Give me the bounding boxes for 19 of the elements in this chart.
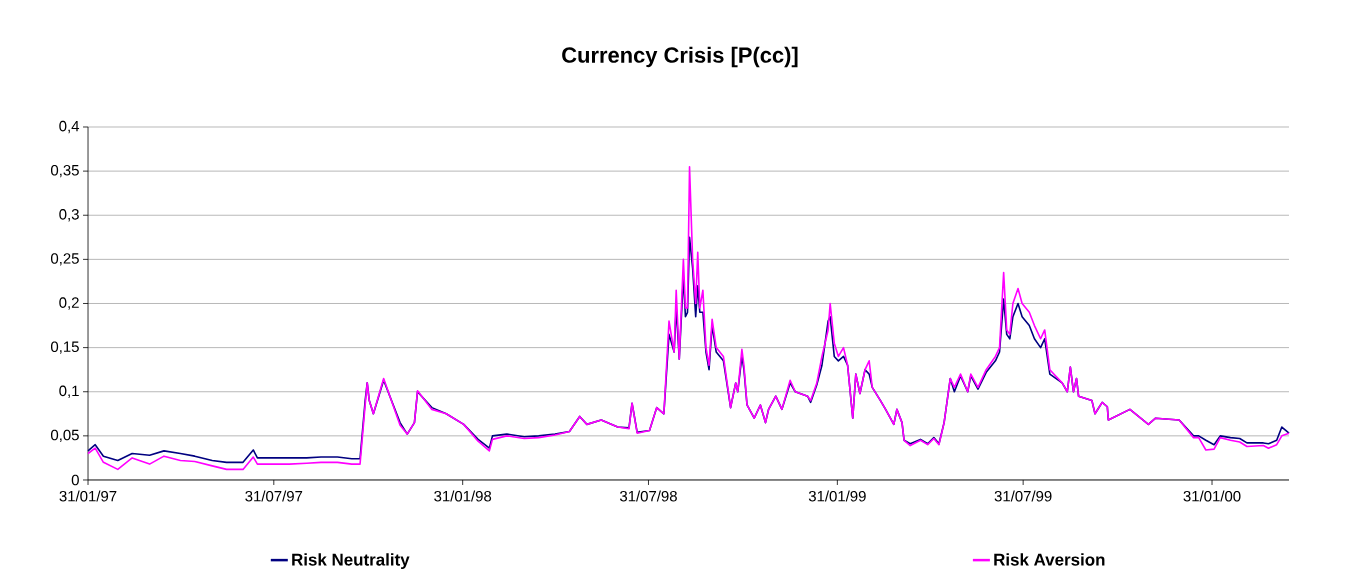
x-tick-label: 31/01/97 xyxy=(59,490,117,502)
x-tick-label: 31/07/98 xyxy=(619,490,677,502)
x-tick-label: 31/01/99 xyxy=(808,490,866,502)
legend-label: Risk Neutrality xyxy=(292,553,410,570)
y-tick-label: 0,1 xyxy=(59,385,79,398)
y-tick-label: 0,05 xyxy=(50,429,79,443)
y-tick-label: 0,35 xyxy=(50,164,79,178)
y-tick-label: 0,2 xyxy=(59,297,79,310)
y-tick-label: 0,25 xyxy=(50,253,79,266)
y-tick-label: 0,15 xyxy=(50,341,79,354)
x-tick-label: 31/01/00 xyxy=(1183,490,1241,502)
y-tick-label: 0,3 xyxy=(59,209,79,222)
y-tick-label: 0,4 xyxy=(59,120,80,134)
chart-title: Currency Crisis [P(cc)] xyxy=(562,46,798,68)
legend-label: Risk Aversion xyxy=(994,553,1105,566)
x-tick-label: 31/07/99 xyxy=(994,490,1052,502)
x-tick-label: 31/01/98 xyxy=(434,490,492,502)
x-tick-label: 31/07/97 xyxy=(245,490,303,502)
y-tick-label: 0 xyxy=(71,474,79,486)
